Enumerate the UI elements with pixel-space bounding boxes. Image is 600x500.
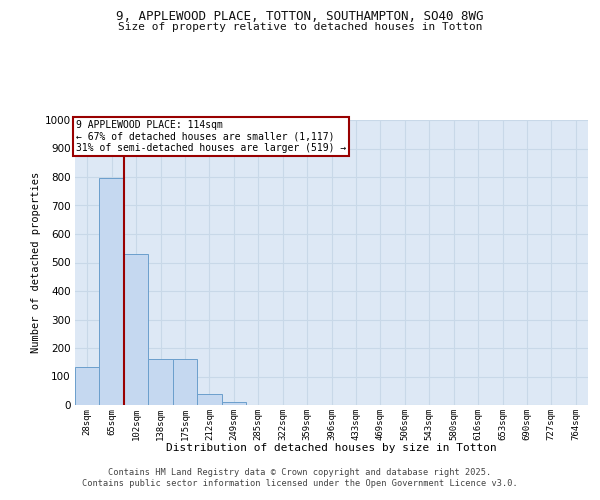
Bar (75, 366, 100, 405)
Text: 9 APPLEWOOD PLACE: 114sqm
← 67% of detached houses are smaller (1,117)
31% of se: 9 APPLEWOOD PLACE: 114sqm ← 67% of detac… (76, 120, 346, 153)
Text: 9, APPLEWOOD PLACE, TOTTON, SOUTHAMPTON, SO40 8WG: 9, APPLEWOOD PLACE, TOTTON, SOUTHAMPTON,… (116, 10, 484, 23)
Y-axis label: Number of detached properties: Number of detached properties (31, 172, 41, 353)
Bar (124, 254, 148, 405)
Bar (173, 360, 197, 405)
Bar (148, 360, 173, 405)
Bar (100, 178, 124, 405)
Bar (221, 402, 246, 405)
Bar (197, 394, 221, 405)
Text: Size of property relative to detached houses in Totton: Size of property relative to detached ho… (118, 22, 482, 32)
X-axis label: Distribution of detached houses by size in Totton: Distribution of detached houses by size … (166, 443, 497, 453)
Text: Contains HM Land Registry data © Crown copyright and database right 2025.
Contai: Contains HM Land Registry data © Crown c… (82, 468, 518, 487)
